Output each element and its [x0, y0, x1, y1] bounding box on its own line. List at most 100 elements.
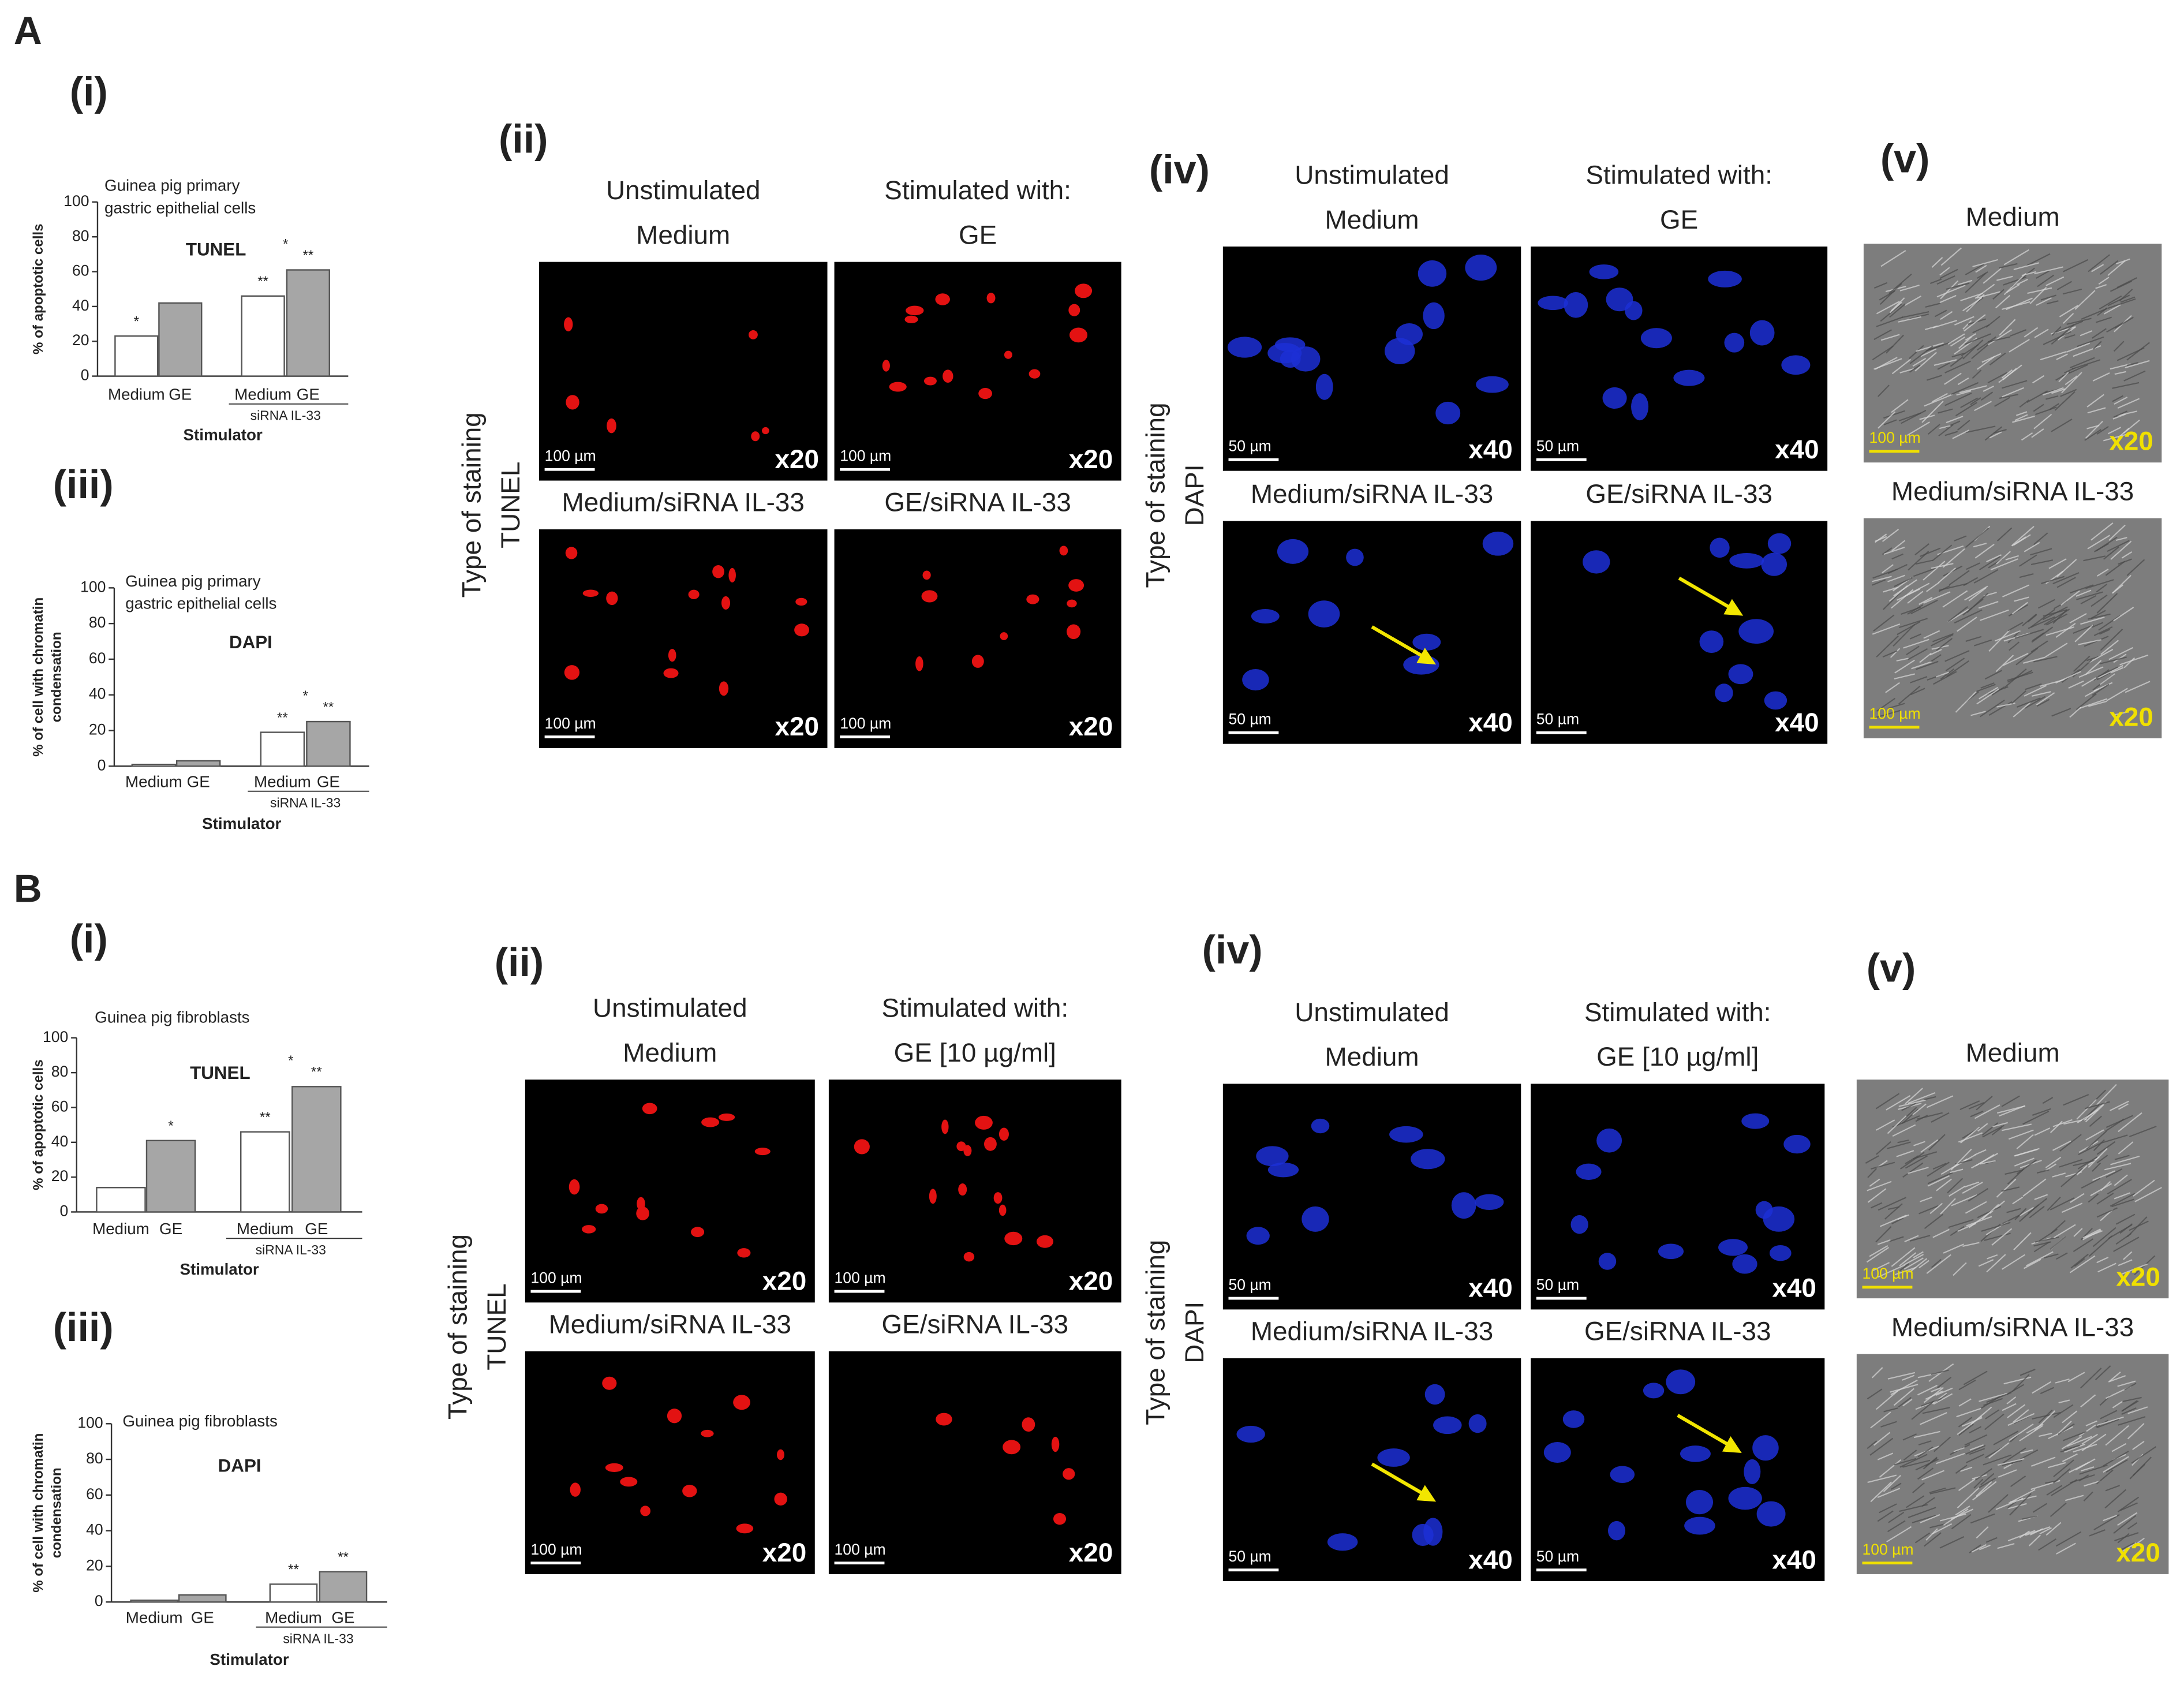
cell-texture	[1940, 1198, 1956, 1215]
cell-texture	[2113, 410, 2128, 418]
cell-texture	[1916, 342, 1944, 352]
cell-texture	[2026, 390, 2048, 403]
y-tick-label: 0	[81, 367, 89, 384]
cell-texture	[2016, 1134, 2034, 1149]
cell-nucleus	[958, 1183, 967, 1196]
cell-texture	[1954, 609, 1983, 624]
arrow	[1371, 1462, 1426, 1496]
panel-letter: B	[14, 867, 42, 910]
cell-texture	[1886, 1095, 1911, 1111]
cell-texture	[1931, 1387, 1942, 1392]
cell-texture	[2119, 1542, 2135, 1552]
cell-texture	[1888, 585, 1908, 602]
cell-texture	[2125, 360, 2150, 369]
cell-nucleus	[1274, 337, 1306, 352]
cell-nucleus	[1607, 1521, 1626, 1541]
cell-nucleus	[565, 547, 578, 559]
arrow-head	[1723, 599, 1744, 616]
cell-texture	[1980, 682, 1995, 689]
cell-texture	[2007, 630, 2021, 644]
cell-texture	[1913, 1251, 1924, 1258]
cell-texture	[1877, 1452, 1894, 1460]
scale-label: 50 µm	[1536, 1548, 1579, 1565]
cell-texture	[2096, 1155, 2108, 1164]
subpanel-label: (v)	[1867, 945, 1916, 990]
cell-nucleus	[1036, 1235, 1054, 1248]
cell-texture	[2081, 1466, 2095, 1472]
cell-texture	[2103, 432, 2131, 442]
cell-texture	[2108, 647, 2133, 660]
cell-texture	[1978, 1259, 1994, 1267]
cell-nucleus	[1729, 552, 1764, 569]
cell-texture	[1976, 291, 2001, 299]
cell-nucleus	[1475, 1194, 1504, 1211]
cell-texture	[2055, 671, 2082, 684]
cell-texture	[2076, 591, 2103, 600]
column-header: Unstimulated	[1295, 997, 1449, 1027]
cell-texture	[1966, 593, 1988, 613]
cell-texture	[1942, 590, 1968, 608]
cell-nucleus	[1699, 630, 1724, 653]
cell-nucleus	[929, 1189, 937, 1204]
cell-texture	[1944, 372, 1962, 385]
cell-nucleus	[1423, 302, 1445, 330]
cell-texture	[2076, 1164, 2088, 1176]
cell-texture	[2030, 559, 2054, 566]
cell-texture	[2033, 656, 2058, 663]
cell-nucleus	[605, 1463, 623, 1472]
cell-nucleus	[1424, 1384, 1445, 1405]
cell-texture	[1979, 556, 2001, 570]
cell-texture	[2034, 266, 2063, 275]
cell-texture	[2035, 1237, 2059, 1243]
micrograph	[828, 1079, 1121, 1303]
bar	[269, 1583, 318, 1603]
cell-texture	[2100, 629, 2123, 651]
cell-texture	[1924, 1532, 1942, 1547]
scale-label: 100 µm	[835, 1541, 886, 1558]
cell-texture	[1980, 699, 2005, 718]
cell-texture	[1914, 352, 1937, 372]
y-tick-label: 60	[51, 1098, 69, 1115]
cell-texture	[1909, 633, 1921, 640]
cell-texture	[1913, 1141, 1925, 1146]
cell-texture	[1876, 316, 1903, 327]
y-tick-label: 0	[95, 1592, 103, 1609]
cell-nucleus	[1658, 1243, 1684, 1260]
cell-texture	[1892, 1124, 1916, 1137]
cell-texture	[1987, 1254, 1998, 1260]
cell-texture	[1951, 1514, 1972, 1530]
y-tick-label: 60	[72, 262, 89, 279]
cell-texture	[1938, 424, 1954, 436]
subpanel-label: (iii)	[53, 462, 114, 507]
cell-nucleus	[1666, 1369, 1696, 1395]
cell-texture	[2121, 1407, 2137, 1415]
cell-texture	[2023, 656, 2045, 664]
cell-texture	[1902, 1162, 1924, 1178]
cell-texture	[2009, 641, 2020, 651]
cell-nucleus	[1068, 579, 1084, 592]
scale-label: 100 µm	[1869, 429, 1921, 446]
cell-texture	[1977, 1123, 1988, 1132]
cell-nucleus	[1680, 1445, 1711, 1462]
cell-texture	[2078, 639, 2102, 645]
cell-texture	[1926, 375, 1942, 381]
scale-label: 50 µm	[1228, 438, 1271, 455]
cell-texture	[1897, 621, 1921, 636]
cell-texture	[1950, 1168, 1964, 1174]
cell-texture	[2134, 1187, 2162, 1202]
cell-texture	[2035, 406, 2057, 416]
cell-texture	[1974, 1104, 2000, 1119]
cell-texture	[1962, 339, 1984, 360]
cell-texture	[1910, 688, 1925, 696]
cell-texture	[1887, 574, 1905, 582]
cell-texture	[2120, 296, 2136, 303]
cell-texture	[1969, 1444, 1984, 1451]
scale-label: 50 µm	[1228, 711, 1271, 728]
cell-texture	[2028, 1198, 2048, 1214]
cell-texture	[1926, 581, 1940, 592]
cell-nucleus	[1069, 327, 1088, 343]
cell-nucleus	[1738, 619, 1774, 644]
cell-texture	[2078, 666, 2104, 678]
cell-texture	[1914, 1532, 1931, 1544]
